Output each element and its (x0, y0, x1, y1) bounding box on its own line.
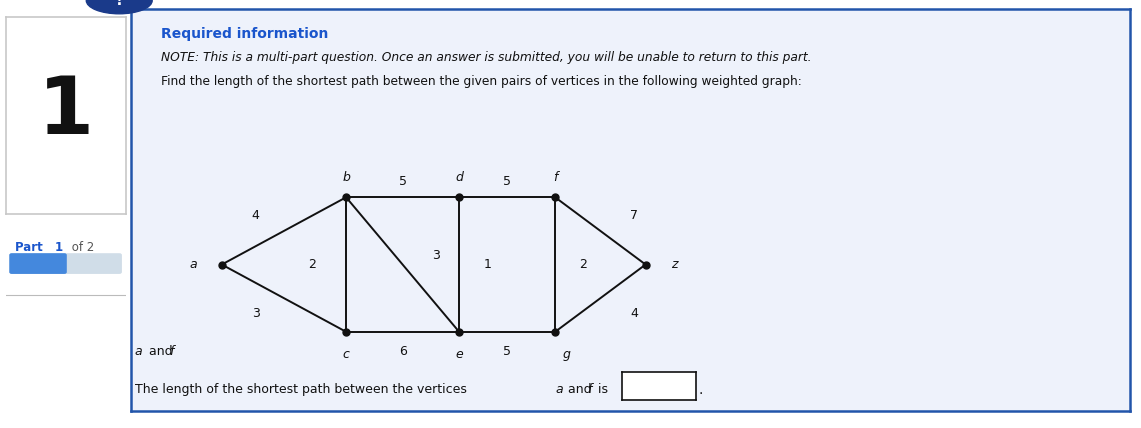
Text: Find the length of the shortest path between the given pairs of vertices in the : Find the length of the shortest path bet… (161, 75, 802, 88)
Text: a: a (135, 345, 143, 357)
Text: Part: Part (15, 241, 47, 254)
Text: 5: 5 (398, 175, 406, 188)
Text: 1: 1 (55, 241, 63, 254)
Text: NOTE: This is a multi-part question. Once an answer is submitted, you will be un: NOTE: This is a multi-part question. Onc… (161, 51, 811, 64)
Text: d: d (455, 171, 463, 184)
Text: and: and (145, 345, 177, 357)
Text: f: f (169, 345, 173, 357)
Text: f: f (588, 383, 592, 396)
Text: is: is (594, 383, 608, 396)
Text: g: g (563, 348, 570, 361)
Text: 2: 2 (580, 258, 588, 271)
Text: c: c (342, 348, 349, 361)
Text: e: e (455, 348, 463, 361)
FancyBboxPatch shape (9, 253, 67, 274)
Text: of 2: of 2 (68, 241, 95, 254)
Text: 4: 4 (630, 307, 638, 321)
Text: 1: 1 (38, 73, 94, 151)
Text: !: ! (115, 0, 123, 8)
Text: 5: 5 (503, 345, 511, 359)
Text: .: . (698, 383, 703, 397)
Text: 3: 3 (432, 249, 440, 262)
Text: and: and (564, 383, 596, 396)
Text: Required information: Required information (161, 27, 329, 41)
Text: 7: 7 (630, 209, 638, 222)
Text: f: f (553, 171, 557, 184)
Circle shape (87, 0, 152, 14)
FancyBboxPatch shape (9, 253, 122, 274)
Text: b: b (342, 171, 350, 184)
Text: 4: 4 (252, 209, 260, 222)
Text: 2: 2 (308, 258, 316, 271)
Text: a: a (556, 383, 564, 396)
Text: 6: 6 (398, 345, 406, 359)
Text: a: a (189, 258, 197, 271)
Text: z: z (671, 258, 677, 271)
Text: 3: 3 (252, 307, 260, 321)
Text: 5: 5 (503, 175, 511, 188)
Text: 1: 1 (484, 258, 492, 271)
Text: The length of the shortest path between the vertices: The length of the shortest path between … (135, 383, 470, 396)
